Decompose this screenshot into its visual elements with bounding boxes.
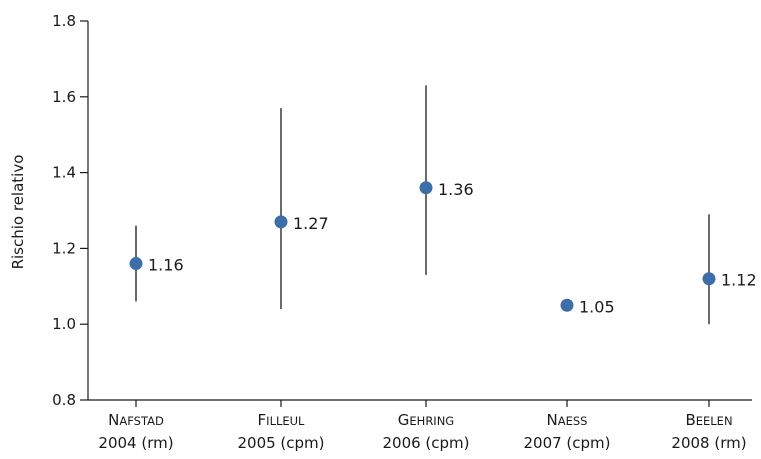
data-label: 1.12 (721, 271, 757, 290)
x-tick-sublabel: 2004 (rm) (98, 434, 173, 452)
x-tick-label: BEELEN (685, 411, 732, 429)
data-label: 1.05 (579, 297, 615, 316)
x-tick-sublabel: 2008 (rm) (671, 434, 746, 452)
y-tick-label: 1.0 (52, 315, 76, 333)
y-tick-label: 1.4 (52, 164, 76, 182)
x-tick-sublabel: 2005 (cpm) (237, 434, 324, 452)
y-tick-label: 1.2 (52, 239, 76, 257)
data-point (419, 181, 433, 195)
x-tick-label: NAFSTAD (108, 411, 164, 429)
x-tick-sublabel: 2007 (cpm) (523, 434, 610, 452)
y-tick-label: 0.8 (52, 391, 76, 409)
y-axis-label: Rischio relativo (9, 155, 27, 270)
y-tick-label: 1.6 (52, 88, 76, 106)
x-tick-label: NAESS (547, 411, 588, 429)
x-tick-label: FILLEUL (258, 411, 306, 429)
x-tick-label: GEHRING (398, 411, 454, 429)
data-point (702, 272, 716, 286)
data-label: 1.36 (438, 180, 474, 199)
data-label: 1.27 (293, 214, 329, 233)
data-point (560, 298, 574, 312)
data-point (129, 257, 143, 271)
data-point (274, 215, 288, 229)
x-tick-sublabel: 2006 (cpm) (382, 434, 469, 452)
data-label: 1.16 (148, 256, 184, 275)
y-tick-label: 1.8 (52, 12, 76, 30)
